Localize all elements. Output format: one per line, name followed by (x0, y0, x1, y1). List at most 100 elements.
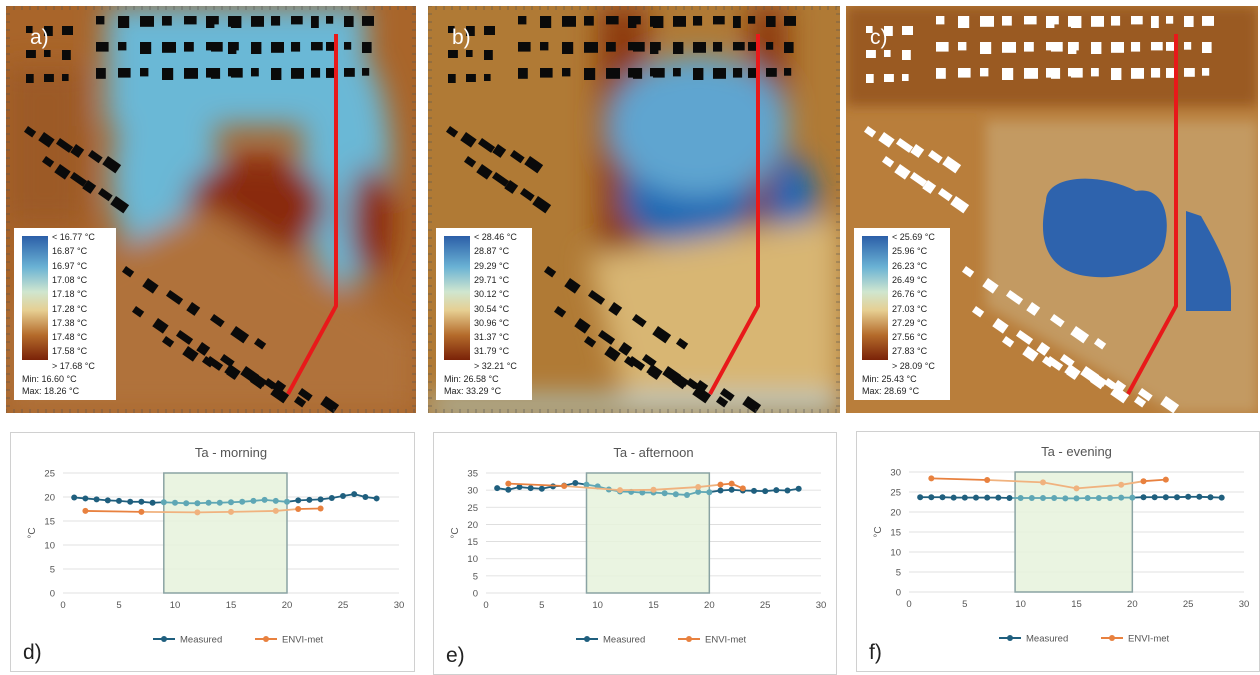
envimet-point (317, 505, 324, 512)
building (362, 68, 370, 76)
building (713, 42, 723, 52)
envimet-point (228, 508, 234, 515)
measured-point (1040, 495, 1046, 501)
series-line-segment (85, 510, 142, 513)
building (96, 16, 105, 25)
building (910, 144, 925, 158)
chart-title: Ta - afternoon (613, 445, 693, 460)
envimet-point (561, 483, 568, 490)
legend-min: Min: 16.60 °C (22, 374, 77, 384)
building (326, 68, 335, 78)
measured-point (172, 499, 178, 506)
envimet-point (984, 477, 991, 483)
measured-point (205, 499, 212, 506)
x-tick-label: 15 (648, 600, 659, 611)
building (291, 42, 301, 52)
legend-tick-label: 26.23 °C (892, 260, 928, 271)
measured-point (672, 491, 679, 498)
building (131, 306, 145, 318)
building (543, 266, 557, 278)
building (866, 74, 874, 83)
envimet-point (1162, 476, 1169, 483)
building (231, 16, 242, 28)
building (362, 42, 372, 53)
series-line-segment (653, 486, 699, 491)
measured-point (1129, 494, 1136, 501)
building (1024, 42, 1034, 52)
legend-tick-label: 30.12 °C (474, 289, 510, 300)
chart-title: Ta - morning (195, 445, 267, 460)
building (1111, 42, 1124, 53)
y-tick-label: 0 (896, 588, 901, 599)
measured-point (1140, 494, 1147, 501)
y-tick-label: 15 (467, 537, 478, 548)
building (118, 16, 130, 28)
building (519, 188, 535, 202)
envimet-point (505, 480, 512, 487)
x-tick-label: 15 (1071, 599, 1082, 610)
measured-point (138, 498, 145, 505)
building (1002, 16, 1012, 26)
legend-tick-label: < 25.69 °C (892, 232, 935, 242)
building (118, 42, 127, 51)
measured-point (1185, 493, 1192, 500)
building (922, 180, 937, 194)
measured-point (1174, 494, 1180, 501)
building (1046, 68, 1056, 78)
building (980, 42, 992, 54)
legend-min: Min: 26.58 °C (444, 374, 499, 384)
building (26, 74, 34, 83)
legend-marker (161, 636, 167, 642)
envimet-point (928, 475, 935, 482)
building (742, 396, 762, 413)
building (186, 301, 201, 316)
building (540, 16, 552, 28)
measured-point (1095, 495, 1102, 501)
building (980, 16, 994, 27)
building (673, 68, 681, 77)
envimet-point (728, 480, 735, 487)
building (1002, 68, 1014, 80)
legend-tick-label: 26.76 °C (892, 289, 928, 300)
x-tick-label: 0 (60, 600, 65, 611)
x-tick-label: 0 (483, 600, 488, 611)
envimet-point (650, 486, 657, 493)
measurement-route (1126, 34, 1178, 395)
line-chart: Ta - evening 0 5 10 15 20 25 30 0 5 10 15 20 25 30 °C Me… (873, 444, 1249, 645)
x-tick-label: 10 (592, 600, 603, 611)
building (1002, 42, 1016, 53)
building (532, 196, 552, 214)
measured-point (950, 494, 957, 501)
measured-point (116, 497, 122, 504)
building (1202, 68, 1210, 76)
legend-tick-label: 17.48 °C (52, 332, 88, 343)
line-chart: Ta - morning 0 5 10 15 20 25 0 5 10 15 20 25 30 °C Meas… (27, 445, 404, 646)
legend-tick-label: 29.71 °C (474, 274, 510, 285)
building (291, 68, 304, 79)
building (1184, 68, 1195, 77)
building (980, 68, 989, 77)
series-line-segment (1121, 480, 1144, 486)
building (102, 156, 122, 174)
map-border-ticks (6, 6, 416, 413)
measured-point (295, 497, 302, 504)
building (694, 379, 709, 394)
measured-point (160, 499, 167, 506)
building (950, 196, 970, 214)
series-line-segment (1042, 481, 1077, 490)
panel-letter: d) (23, 641, 42, 664)
panel-letter: c) (870, 26, 888, 49)
building (623, 355, 637, 368)
building (982, 278, 999, 294)
y-axis-label: °C (450, 527, 461, 538)
building (44, 50, 51, 57)
building (693, 16, 703, 26)
building (693, 68, 704, 80)
building (713, 16, 725, 25)
building (161, 336, 175, 348)
building (140, 16, 154, 27)
building (175, 330, 194, 345)
envimet-point (295, 506, 302, 512)
building (784, 42, 794, 53)
building (1131, 68, 1144, 79)
